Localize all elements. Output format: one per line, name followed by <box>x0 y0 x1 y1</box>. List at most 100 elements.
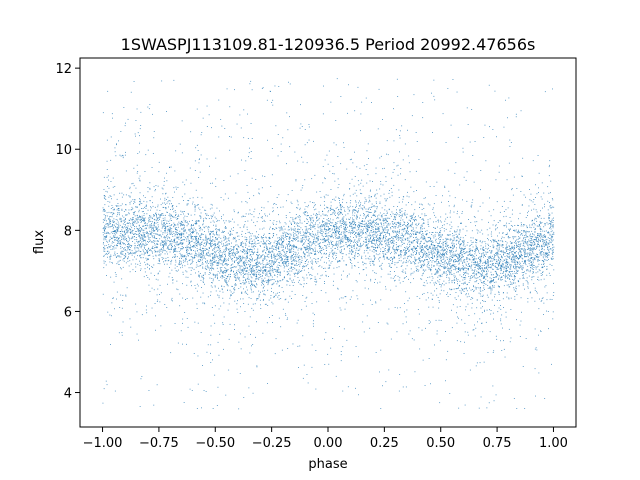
data-point <box>271 270 273 272</box>
data-point <box>401 250 402 251</box>
data-point <box>553 282 554 284</box>
data-point <box>225 244 227 246</box>
data-point <box>288 240 290 242</box>
data-point <box>280 240 282 242</box>
data-point <box>486 265 488 267</box>
data-point <box>497 254 499 256</box>
data-point <box>142 249 144 251</box>
data-point <box>508 271 510 272</box>
data-point <box>343 142 344 144</box>
data-point <box>482 290 484 292</box>
data-point <box>280 298 282 299</box>
data-point <box>425 197 426 199</box>
data-point <box>414 217 416 219</box>
data-point <box>435 269 437 271</box>
data-point <box>277 237 279 239</box>
data-point <box>111 238 113 240</box>
data-point <box>408 278 409 280</box>
data-point <box>338 260 339 262</box>
data-point <box>331 225 333 227</box>
data-point <box>200 239 202 240</box>
data-point <box>121 234 123 235</box>
data-point <box>526 253 528 255</box>
data-point <box>208 114 210 116</box>
data-point <box>397 206 398 207</box>
data-point <box>191 256 193 258</box>
data-point <box>198 220 200 222</box>
data-point <box>220 242 222 243</box>
data-point <box>224 227 226 229</box>
data-point <box>277 274 279 275</box>
data-point <box>382 220 384 222</box>
data-point <box>282 234 284 236</box>
data-point <box>235 284 237 286</box>
data-point <box>151 225 153 227</box>
data-point <box>418 269 420 271</box>
data-point <box>325 245 327 247</box>
data-point <box>522 258 524 260</box>
data-point <box>202 117 204 119</box>
data-point <box>417 265 419 267</box>
data-point <box>320 242 321 244</box>
data-point <box>441 234 443 235</box>
data-point <box>321 266 323 268</box>
data-point <box>111 237 112 239</box>
data-point <box>476 274 478 276</box>
data-point <box>470 205 472 207</box>
data-point <box>384 222 386 224</box>
data-point <box>533 253 535 255</box>
data-point <box>312 312 314 314</box>
data-point <box>548 214 550 216</box>
data-point <box>458 257 460 259</box>
data-point <box>270 279 272 280</box>
data-point <box>291 203 293 204</box>
data-point <box>466 230 468 232</box>
data-point <box>236 256 237 258</box>
data-point <box>335 255 337 256</box>
data-point <box>224 128 226 129</box>
data-point <box>106 235 108 237</box>
data-point <box>491 299 493 301</box>
data-point <box>260 245 261 247</box>
data-point <box>104 217 106 219</box>
data-point <box>498 232 500 234</box>
data-point <box>447 249 448 251</box>
data-point <box>235 240 237 242</box>
data-point <box>432 232 434 233</box>
data-point <box>355 224 357 225</box>
data-point <box>113 235 115 236</box>
data-point <box>453 211 455 213</box>
data-point <box>483 361 485 363</box>
data-point <box>439 274 441 276</box>
data-point <box>493 247 495 249</box>
data-point <box>103 197 105 199</box>
data-point <box>382 238 384 240</box>
data-point <box>540 275 542 276</box>
data-point <box>368 240 370 242</box>
data-point <box>303 279 305 281</box>
data-point <box>288 243 289 245</box>
data-point <box>519 246 520 248</box>
data-point <box>441 273 443 275</box>
data-point <box>220 259 222 261</box>
data-point <box>371 235 373 237</box>
data-point <box>166 235 167 237</box>
data-point <box>342 205 343 207</box>
data-point <box>441 246 443 248</box>
data-point <box>240 260 242 261</box>
data-point <box>202 224 203 226</box>
data-point <box>180 239 182 241</box>
data-point <box>334 244 336 246</box>
data-point <box>516 266 518 268</box>
data-point <box>228 221 230 223</box>
data-point <box>109 261 111 263</box>
data-point <box>186 240 188 242</box>
data-point <box>331 213 333 215</box>
data-point <box>471 302 473 304</box>
data-point <box>279 238 280 240</box>
data-point <box>467 254 469 256</box>
data-point <box>445 142 447 143</box>
data-point <box>541 235 543 237</box>
data-point <box>498 257 500 259</box>
data-point <box>223 239 225 241</box>
